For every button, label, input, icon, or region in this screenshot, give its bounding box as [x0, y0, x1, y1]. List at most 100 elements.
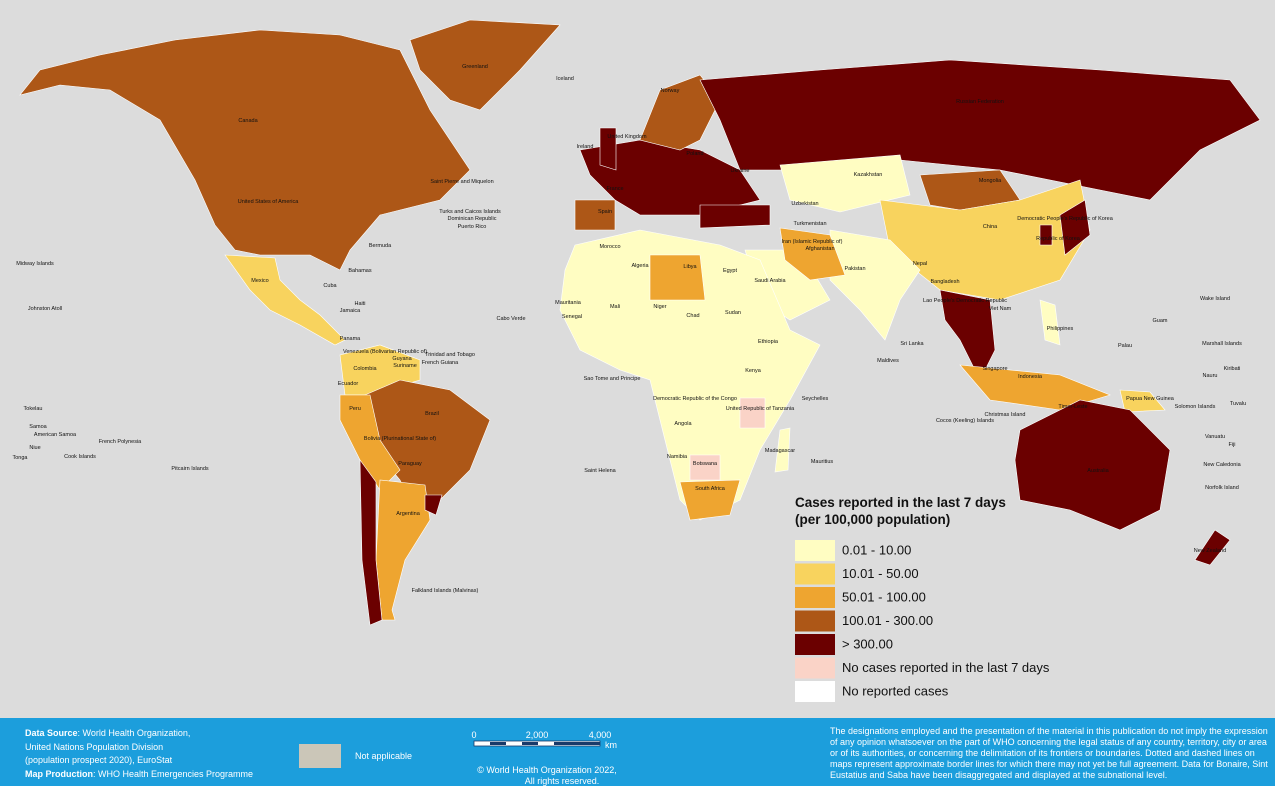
- copyright: All rights reserved.: [525, 776, 600, 786]
- australia: [1014, 399, 1171, 531]
- new-zealand: [1194, 529, 1231, 566]
- disclaimer: of any opinion whatsoever on the part of…: [830, 737, 1267, 747]
- country-label: Christmas Island: [985, 412, 1026, 418]
- scale-bar-segment: [522, 742, 538, 745]
- united-kingdom: [599, 127, 617, 171]
- country-label: Tuvalu: [1230, 401, 1246, 407]
- country-label: Papua New Guinea: [1126, 396, 1175, 402]
- country-label: Egypt: [723, 268, 738, 274]
- country-label: United Kingdom: [607, 134, 647, 140]
- country-label: Namibia: [667, 454, 688, 460]
- legend-label: > 300.00: [842, 636, 893, 651]
- country-label: Marshall Islands: [1202, 341, 1242, 347]
- country-label: Mauritania: [555, 300, 582, 306]
- country-label: Botswana: [693, 461, 718, 467]
- country-label: Bahamas: [348, 268, 371, 274]
- country-label: Maldives: [877, 358, 899, 364]
- legend-title: Cases reported in the last 7 days: [795, 495, 1006, 510]
- country-label: Spain: [598, 209, 612, 215]
- country-label: Kenya: [745, 368, 762, 374]
- country-label: Turks and Caicos Islands: [439, 209, 501, 215]
- philippines: [1039, 299, 1061, 346]
- country-label: Saint Helena: [584, 468, 616, 474]
- country-label: Norfolk Island: [1205, 485, 1239, 491]
- iberia: [574, 199, 616, 231]
- scale-label: 0: [471, 730, 476, 740]
- mexico-central-america: [224, 254, 346, 346]
- production-label: Map Production: [25, 769, 93, 779]
- country-label: Libya: [683, 264, 697, 270]
- country-label: Jamaica: [340, 308, 361, 314]
- legend-swatch: [795, 634, 835, 655]
- country-label: South Africa: [695, 486, 726, 492]
- country-label: Cuba: [323, 283, 337, 289]
- country-label: Timor-Leste: [1058, 404, 1087, 410]
- country-label: Nepal: [913, 261, 927, 267]
- country-label: Lao People's Democratic Republic: [923, 298, 1007, 304]
- country-label: Uzbekistan: [791, 201, 818, 207]
- country-label: Johnston Atoll: [28, 306, 62, 312]
- legend: Cases reported in the last 7 days (per 10…: [795, 495, 1050, 702]
- country-label: Turkmenistan: [793, 221, 826, 227]
- legend-label: 100.01 - 300.00: [842, 613, 933, 628]
- country-label: Philippines: [1047, 326, 1074, 332]
- country-label: French Guiana: [422, 360, 459, 366]
- disclaimer: or of its authorities, or concerning the…: [830, 748, 1255, 758]
- scale-label: 2,000: [526, 730, 549, 740]
- footer-production: Map Production: WHO Health Emergencies P…: [25, 769, 253, 779]
- country-label: Venezuela (Bolivarian Republic of): [343, 349, 427, 355]
- country-label: Democratic Republic of the Congo: [653, 396, 737, 402]
- country-label: Ireland: [577, 144, 594, 150]
- kazakhstan: [779, 154, 911, 213]
- country-label: Norway: [661, 88, 680, 94]
- legend-swatch: [795, 587, 835, 608]
- japan: [1059, 199, 1091, 256]
- country-label: Mali: [610, 304, 620, 310]
- country-label: Ethiopia: [758, 339, 779, 345]
- source-label: Data Source: [25, 728, 78, 738]
- source-line: : World Health Organization,: [78, 728, 191, 738]
- country-label: Viet Nam: [989, 306, 1012, 312]
- country-label: Chad: [686, 313, 699, 319]
- legend-swatch: [795, 610, 835, 632]
- country-label: Greenland: [462, 64, 488, 70]
- country-label: Australia: [1087, 468, 1109, 474]
- scale-bar: 0 2,000 4,000 km: [471, 730, 617, 750]
- country-label: New Caledonia: [1203, 462, 1241, 468]
- country-label: Republic of Korea: [1036, 236, 1081, 242]
- country-label: Pitcairn Islands: [171, 466, 209, 472]
- country-label: Madagascar: [765, 448, 795, 454]
- country-label: Sudan: [725, 310, 741, 316]
- country-label: Guyana: [392, 356, 412, 362]
- country-label: Mongolia: [979, 178, 1002, 184]
- country-labels: Greenland Iceland Canada United States of A…: [13, 64, 1247, 594]
- source-line: (population prospect 2020), EuroStat: [25, 755, 173, 765]
- footer: [0, 718, 1275, 786]
- country-label: Cook Islands: [64, 454, 96, 460]
- papua-new-guinea: [1119, 389, 1166, 413]
- country-label: Canada: [238, 118, 258, 124]
- south-africa: [679, 479, 741, 521]
- turkey: [699, 204, 771, 229]
- country-label: Sao Tome and Principe: [584, 376, 641, 382]
- country-label: Panama: [340, 336, 361, 342]
- country-label: Kiribati: [1224, 366, 1241, 372]
- footer-source: Data Source: World Health Organization,: [25, 728, 190, 738]
- scale-label: 4,000: [589, 730, 612, 740]
- country-label: Poland: [686, 151, 703, 157]
- country-label: Democratic People's Republic of Korea: [1017, 216, 1113, 222]
- country-label: Morocco: [599, 244, 620, 250]
- legend-label: 0.01 - 10.00: [842, 542, 911, 557]
- country-label: Paraguay: [398, 461, 422, 467]
- country-label: Dominican Republic: [448, 216, 497, 222]
- country-label: Peru: [349, 406, 361, 412]
- country-label: New Zealand: [1194, 548, 1226, 554]
- country-label: Niue: [29, 445, 40, 451]
- country-label: Midway Islands: [16, 261, 54, 267]
- country-label: Singapore: [982, 366, 1007, 372]
- country-label: Angola: [674, 421, 692, 427]
- production-text: : WHO Health Emergencies Programme: [93, 769, 253, 779]
- country-label: Guam: [1153, 318, 1168, 324]
